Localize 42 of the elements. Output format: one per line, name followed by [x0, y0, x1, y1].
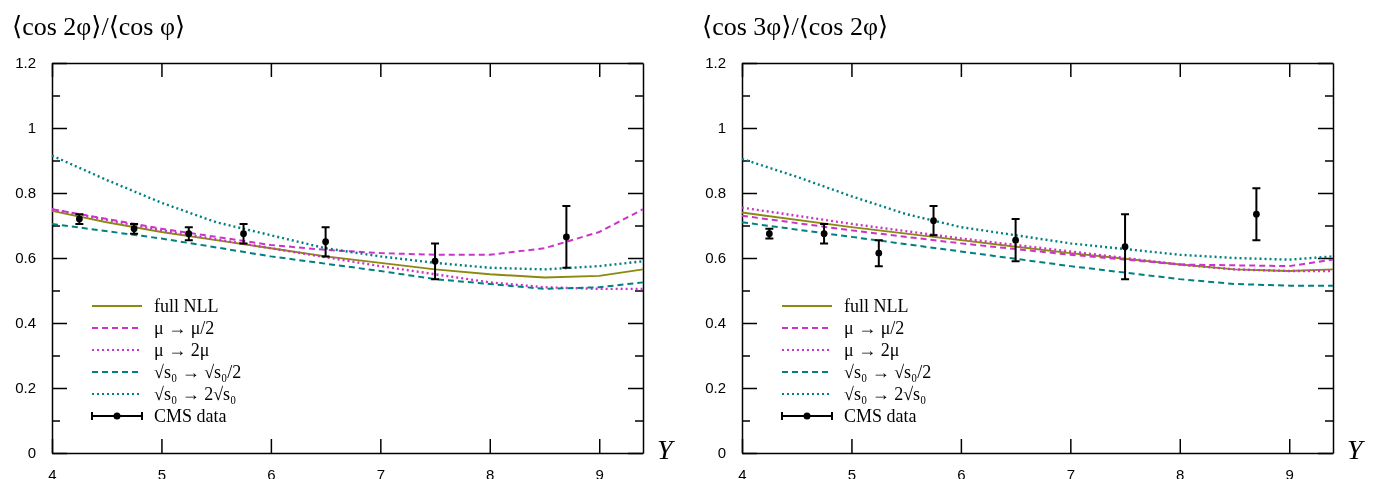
- legend-label: √s₀ → 2√s₀: [844, 384, 927, 404]
- y-tick-label: 0.6: [705, 249, 726, 267]
- legend-label: μ → 2μ: [154, 340, 210, 360]
- chart-title: ⟨cos 3φ⟩/⟨cos 2φ⟩: [702, 12, 889, 41]
- x-tick-label: 8: [1176, 465, 1185, 479]
- y-tick-label: 0: [27, 444, 36, 462]
- x-tick-label: 7: [376, 465, 386, 479]
- x-axis-title: Y: [657, 434, 676, 465]
- y-tick-label: 1: [717, 119, 726, 137]
- y-tick-label: 0.4: [15, 314, 36, 332]
- x-tick-label: 8: [486, 465, 495, 479]
- y-tick-label: 1.2: [705, 54, 726, 72]
- y-tick-label: 0.2: [705, 379, 726, 397]
- legend-label: μ → 2μ: [844, 340, 900, 360]
- x-tick-label: 5: [847, 465, 857, 479]
- x-tick-label: 4: [738, 465, 747, 479]
- x-tick-label: 9: [1285, 465, 1294, 479]
- x-tick-label: 7: [1066, 465, 1076, 479]
- legend-label: √s₀ → 2√s₀: [154, 384, 237, 404]
- legend-label: μ → μ/2: [154, 318, 215, 338]
- y-tick-label: 0.8: [15, 184, 36, 202]
- x-tick-label: 6: [267, 465, 276, 479]
- x-tick-label: 9: [595, 465, 604, 479]
- y-tick-label: 0: [717, 444, 726, 462]
- legend-label: √s₀ → √s₀/2: [154, 362, 242, 382]
- x-axis-title: Y: [1347, 434, 1366, 465]
- y-tick-label: 0.4: [705, 314, 726, 332]
- y-tick-label: 0.6: [15, 249, 36, 267]
- y-tick-label: 1.2: [15, 54, 36, 72]
- x-tick-label: 6: [957, 465, 966, 479]
- legend-label: full NLL: [154, 296, 219, 316]
- chart-title: ⟨cos 2φ⟩/⟨cos φ⟩: [12, 12, 186, 41]
- legend-label: CMS data: [844, 406, 917, 426]
- legend-label: CMS data: [154, 406, 227, 426]
- y-tick-label: 0.2: [15, 379, 36, 397]
- legend-label: full NLL: [844, 296, 909, 316]
- legend-label: √s₀ → √s₀/2: [844, 362, 932, 382]
- legend-label: μ → μ/2: [844, 318, 905, 338]
- x-tick-label: 4: [48, 465, 57, 479]
- x-tick-label: 5: [157, 465, 167, 479]
- y-tick-label: 1: [27, 119, 36, 137]
- y-tick-label: 0.8: [705, 184, 726, 202]
